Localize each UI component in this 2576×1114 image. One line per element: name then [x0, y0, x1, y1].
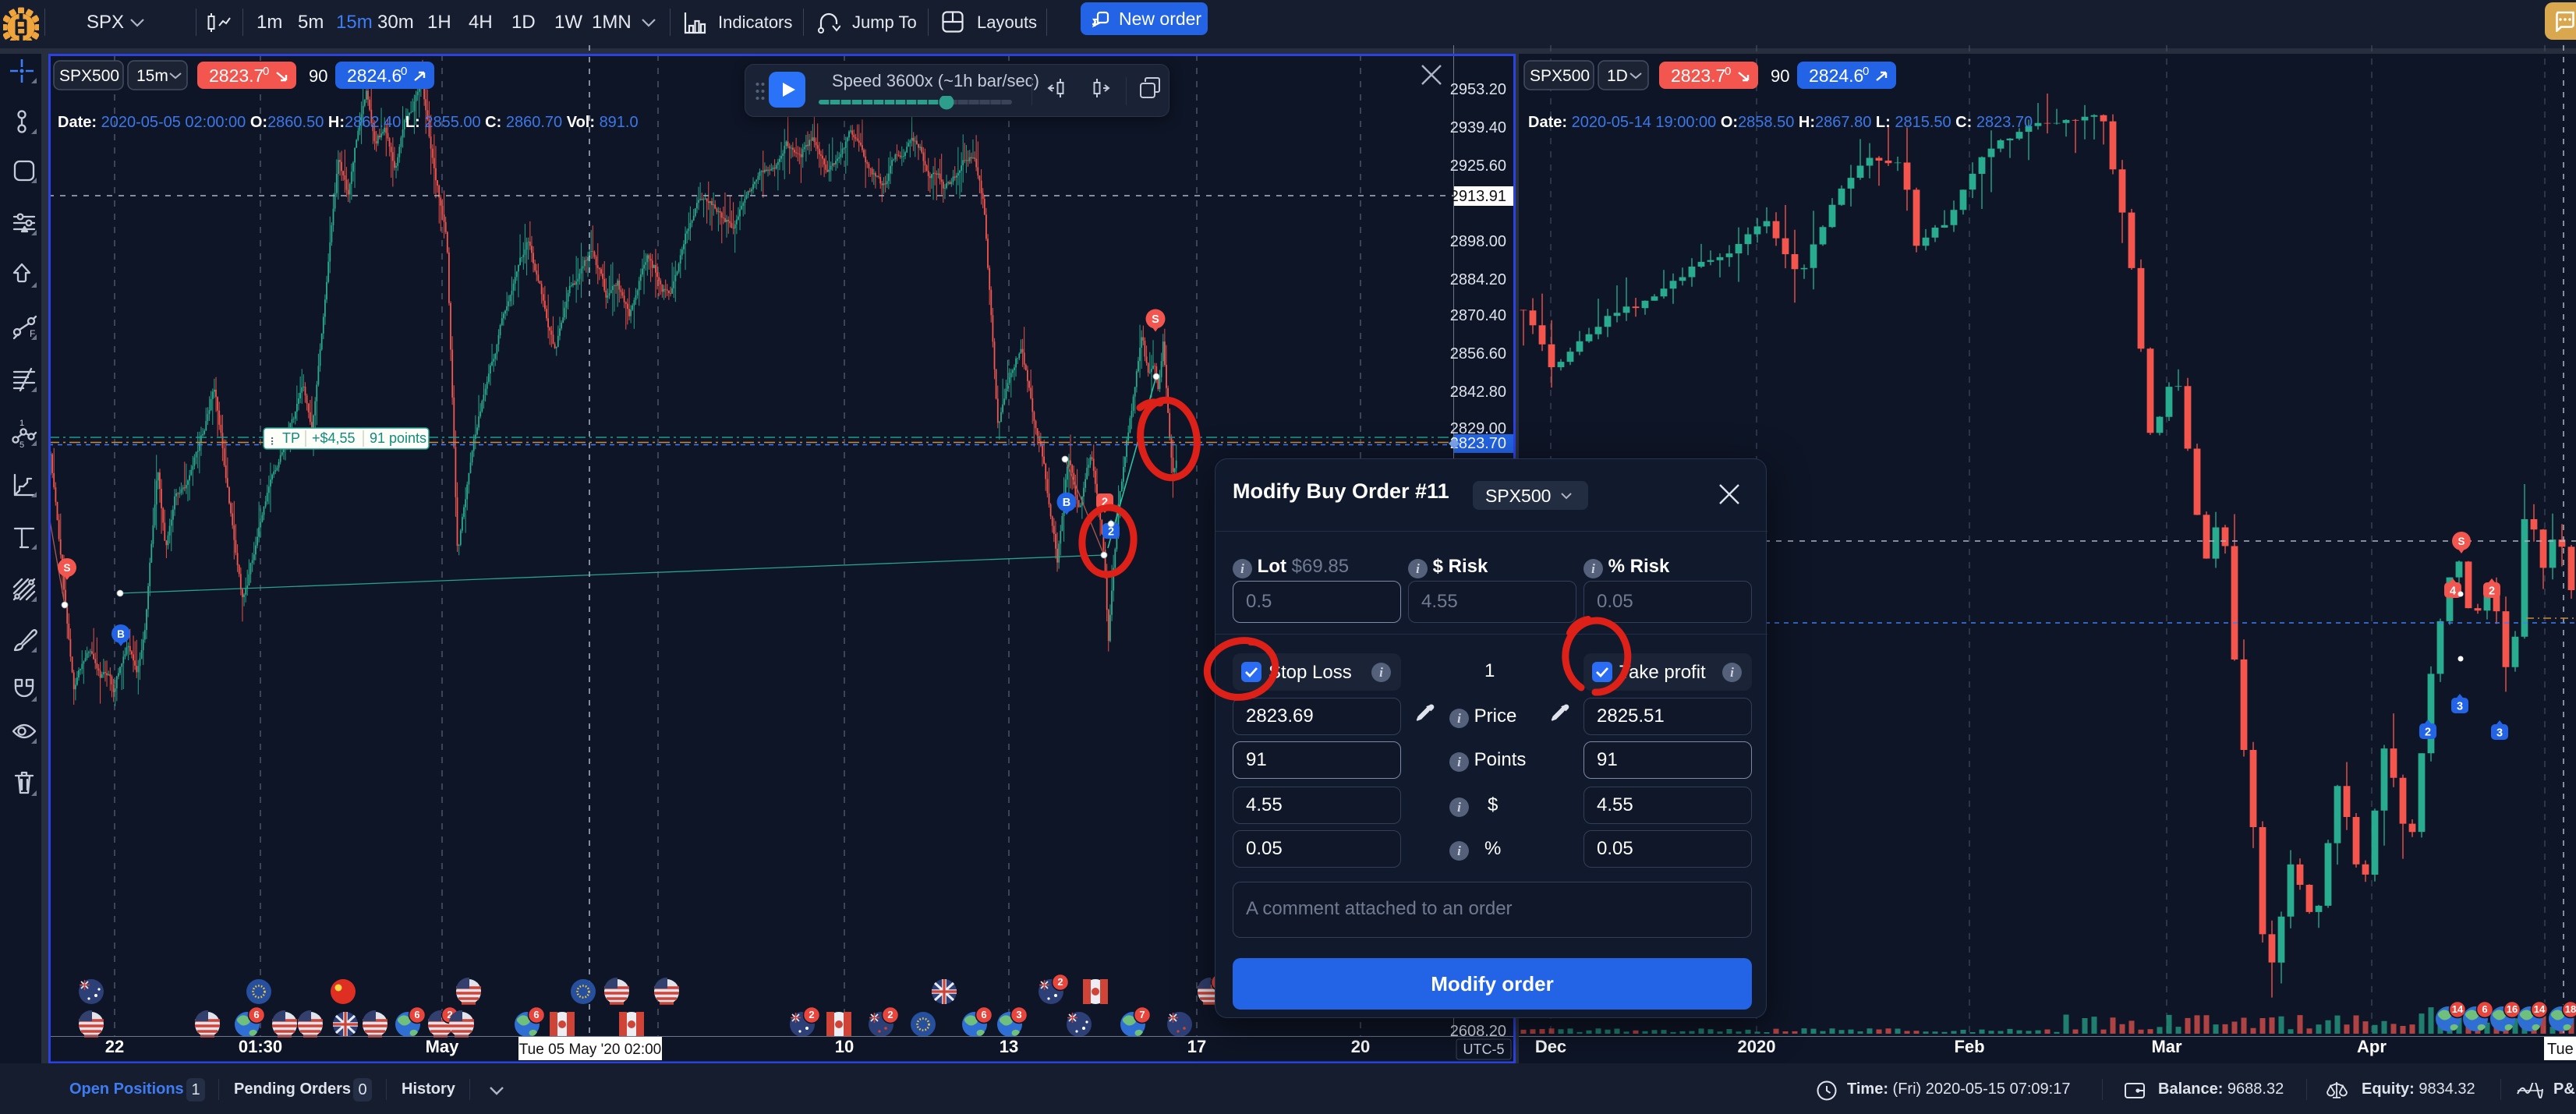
svg-text:6: 6 — [533, 1009, 539, 1020]
svg-text:10: 10 — [835, 1037, 854, 1056]
svg-text:16: 16 — [2507, 1003, 2518, 1015]
svg-text:14: 14 — [2452, 1003, 2464, 1015]
svg-text:Feb: Feb — [1954, 1037, 1984, 1056]
svg-text:90: 90 — [309, 66, 327, 86]
svg-text:Apr: Apr — [2357, 1037, 2387, 1056]
svg-text:SPX500: SPX500 — [1530, 67, 1590, 85]
svg-text:1: 1 — [19, 419, 24, 428]
svg-text:01:30: 01:30 — [239, 1037, 282, 1056]
svg-text:May: May — [426, 1037, 460, 1056]
svg-text:0: 0 — [1863, 65, 1869, 78]
svg-text:2898.00: 2898.00 — [1450, 233, 1506, 250]
svg-text:Tue 05 May '20 02:00: Tue 05 May '20 02:00 — [519, 1042, 662, 1058]
svg-text:3: 3 — [2496, 727, 2503, 740]
svg-text:4: 4 — [2450, 585, 2456, 598]
svg-text:2824.6: 2824.6 — [1809, 65, 1863, 86]
svg-text:S: S — [63, 562, 70, 574]
svg-text:Date: 2020-05-05 02:00:00 O:2: Date: 2020-05-05 02:00:00 O:2860.50 H:28… — [58, 114, 639, 131]
svg-text:2: 2 — [887, 1009, 893, 1020]
svg-text:B: B — [117, 628, 125, 640]
svg-text:17: 17 — [1187, 1037, 1206, 1056]
svg-text:2824.6: 2824.6 — [347, 65, 402, 86]
svg-text:90: 90 — [1771, 66, 1789, 86]
svg-text:6: 6 — [253, 1009, 259, 1020]
svg-text:Dec: Dec — [1535, 1037, 1566, 1056]
svg-text:⡆: ⡆ — [270, 433, 278, 445]
svg-text:2925.60: 2925.60 — [1450, 157, 1506, 175]
svg-text:2823.7: 2823.7 — [209, 65, 264, 86]
svg-text:2884.20: 2884.20 — [1450, 271, 1506, 288]
svg-text:SPX500: SPX500 — [59, 67, 119, 85]
svg-text:2020: 2020 — [1738, 1037, 1776, 1056]
svg-text:22: 22 — [105, 1037, 124, 1056]
svg-text:2: 2 — [447, 1009, 452, 1020]
svg-text:2: 2 — [1108, 526, 1114, 539]
svg-text:2823.70: 2823.70 — [1450, 435, 1506, 452]
svg-text:2608.20: 2608.20 — [1450, 1023, 1506, 1040]
svg-text:18: 18 — [2565, 1003, 2576, 1015]
svg-text:13: 13 — [1000, 1037, 1018, 1056]
svg-text:5: 5 — [19, 440, 24, 450]
svg-text:Mar: Mar — [2151, 1037, 2182, 1056]
svg-text:91 points: 91 points — [370, 430, 426, 446]
svg-text:TP: TP — [282, 430, 300, 446]
svg-text:0: 0 — [263, 65, 269, 78]
svg-text:6: 6 — [981, 1009, 986, 1020]
svg-text:14: 14 — [2534, 1003, 2546, 1015]
svg-text:2: 2 — [809, 1009, 814, 1020]
svg-text:15m: 15m — [136, 67, 168, 85]
svg-text:2: 2 — [2425, 727, 2431, 739]
svg-text:UTC-5: UTC-5 — [1463, 1042, 1505, 1057]
svg-text:3: 3 — [2457, 701, 2463, 713]
svg-text:+$4,55: +$4,55 — [312, 430, 356, 446]
svg-text:7: 7 — [1139, 1009, 1145, 1020]
svg-text:Date: 2020-05-14 19:00:00 O:2: Date: 2020-05-14 19:00:00 O:2858.50 H:28… — [1528, 114, 2033, 131]
svg-text:6: 6 — [414, 1009, 419, 1020]
svg-text:S: S — [1152, 313, 1159, 326]
svg-text:2: 2 — [1102, 497, 1108, 509]
svg-text:20: 20 — [1351, 1037, 1370, 1056]
svg-text:2842.80: 2842.80 — [1450, 384, 1506, 401]
svg-text:2953.20: 2953.20 — [1450, 81, 1506, 98]
svg-text:S: S — [2457, 536, 2465, 547]
svg-text:6: 6 — [2482, 1003, 2487, 1015]
svg-text:F: F — [30, 328, 35, 339]
svg-text:Tue 05 Ma: Tue 05 Ma — [2547, 1041, 2576, 1058]
svg-text:0: 0 — [1725, 65, 1731, 78]
svg-text:2: 2 — [2489, 585, 2495, 598]
svg-text:2939.40: 2939.40 — [1450, 119, 1506, 136]
svg-text:2: 2 — [1057, 976, 1063, 988]
svg-text:2829.00: 2829.00 — [1450, 420, 1506, 437]
svg-text:2856.60: 2856.60 — [1450, 345, 1506, 362]
svg-text:1D: 1D — [1607, 67, 1628, 85]
svg-text:B: B — [1063, 497, 1070, 509]
svg-text:3: 3 — [1016, 1009, 1021, 1020]
svg-text:2823.7: 2823.7 — [1671, 65, 1725, 86]
svg-text:2913.91: 2913.91 — [1450, 188, 1506, 205]
svg-text:0: 0 — [401, 65, 407, 78]
svg-text:2870.40: 2870.40 — [1450, 307, 1506, 324]
